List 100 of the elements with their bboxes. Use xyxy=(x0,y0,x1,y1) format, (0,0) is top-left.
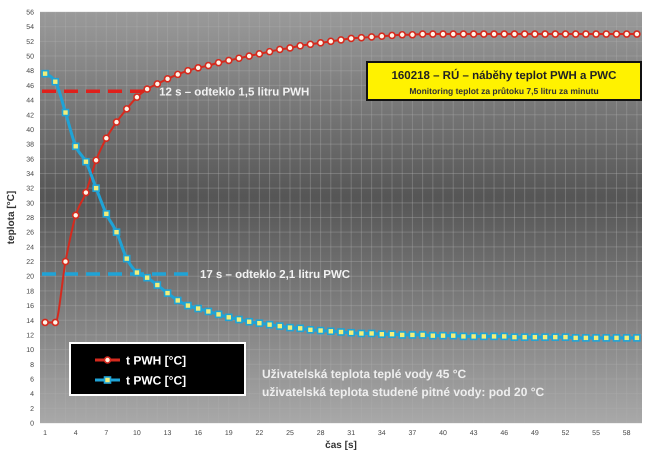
point xyxy=(235,316,243,324)
point xyxy=(143,85,151,93)
point xyxy=(41,70,49,78)
point xyxy=(224,56,233,64)
point xyxy=(408,30,416,39)
point xyxy=(592,30,600,38)
point xyxy=(429,332,437,340)
point xyxy=(224,314,233,322)
point xyxy=(500,30,508,38)
point xyxy=(388,32,396,40)
annotation: uživatelská teplota studené pitné vody: pod 20 °C xyxy=(262,385,545,399)
point xyxy=(439,30,447,38)
point xyxy=(572,334,580,342)
point xyxy=(439,332,447,340)
point xyxy=(266,320,274,328)
point xyxy=(306,326,314,334)
point xyxy=(347,328,356,337)
point xyxy=(256,50,264,58)
point xyxy=(286,324,294,332)
point xyxy=(418,331,426,339)
point xyxy=(480,30,488,38)
point xyxy=(112,228,120,236)
point xyxy=(429,30,437,38)
point xyxy=(378,32,386,40)
point xyxy=(316,39,324,47)
point xyxy=(214,58,222,66)
point xyxy=(164,289,172,297)
point xyxy=(184,302,192,310)
point xyxy=(164,74,172,83)
point xyxy=(633,334,641,342)
point xyxy=(235,54,243,62)
point xyxy=(326,38,335,46)
point xyxy=(296,42,304,50)
point xyxy=(562,30,570,38)
point xyxy=(460,332,468,340)
point xyxy=(582,30,590,38)
point xyxy=(520,30,528,38)
point xyxy=(470,332,478,340)
point xyxy=(531,30,539,38)
point xyxy=(194,304,202,312)
point xyxy=(337,36,345,44)
point xyxy=(358,34,366,42)
point xyxy=(122,254,131,262)
point xyxy=(112,118,120,126)
point xyxy=(184,66,192,75)
point xyxy=(612,334,620,342)
point xyxy=(368,330,376,338)
point xyxy=(510,30,518,38)
y-axis-title: teplota [°C] xyxy=(6,190,17,244)
point xyxy=(266,48,274,56)
point xyxy=(551,333,560,341)
point xyxy=(245,318,253,326)
point xyxy=(62,108,70,116)
point xyxy=(306,40,314,48)
point xyxy=(541,30,549,38)
point xyxy=(408,331,416,339)
point xyxy=(174,70,182,78)
annotation: Uživatelská teplota teplé vody 45 °C xyxy=(262,367,467,381)
title-box: 160218 – RÚ – náběhy teplot PWH a PWC Monitoring teplot za průtoku 7,5 litru za minutu xyxy=(366,61,642,101)
point xyxy=(52,78,60,86)
point xyxy=(449,30,458,38)
point xyxy=(388,330,396,338)
point xyxy=(449,332,458,340)
legend-label: t PWC [°C] xyxy=(126,374,186,388)
point xyxy=(194,64,202,72)
point xyxy=(592,334,600,342)
point xyxy=(500,332,508,340)
point xyxy=(633,30,641,38)
ref-line-label: 12 s – odteklo 1,5 litru PWH xyxy=(159,86,310,98)
point xyxy=(551,30,560,38)
legend-label: t PWH [°C] xyxy=(126,354,186,368)
point xyxy=(52,318,60,326)
point xyxy=(316,326,324,334)
point xyxy=(154,80,162,88)
point xyxy=(541,333,549,341)
point xyxy=(62,258,70,266)
point xyxy=(92,184,100,192)
point xyxy=(510,333,518,341)
point xyxy=(347,34,356,42)
point xyxy=(520,333,528,341)
point xyxy=(204,308,212,316)
point xyxy=(245,52,253,60)
point xyxy=(41,318,49,326)
point xyxy=(133,268,141,276)
point xyxy=(490,30,498,38)
point xyxy=(204,62,212,70)
point xyxy=(460,30,468,38)
point xyxy=(256,319,264,327)
point xyxy=(92,156,100,164)
point xyxy=(531,333,539,341)
point xyxy=(368,33,376,41)
point xyxy=(286,44,294,52)
point xyxy=(326,327,335,336)
x-axis-title: čas [s] xyxy=(325,440,357,450)
point xyxy=(470,30,478,38)
point xyxy=(398,30,406,39)
point xyxy=(276,46,284,54)
point xyxy=(480,332,488,340)
point xyxy=(133,93,141,101)
point xyxy=(562,333,570,341)
